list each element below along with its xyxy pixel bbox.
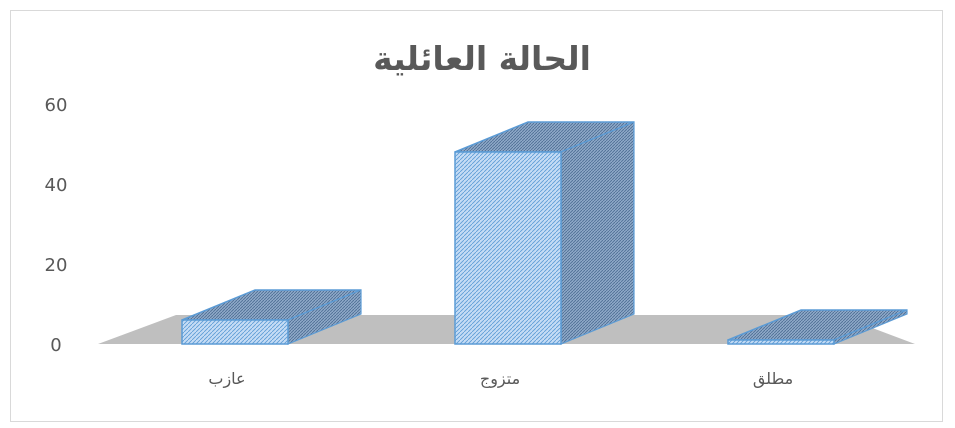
- y-tick-label: 20: [45, 255, 68, 276]
- bar: [181, 289, 362, 345]
- bar-front-face: [454, 151, 562, 345]
- y-tick-label: 40: [45, 175, 68, 196]
- y-tick-label: 0: [50, 335, 61, 356]
- bar: [454, 121, 635, 345]
- x-tick-label: متزوج: [480, 369, 520, 389]
- bar: [727, 309, 908, 345]
- bar-front-face: [181, 319, 289, 345]
- bar-front-face: [727, 339, 835, 345]
- chart-title: الحالة العائلية: [373, 39, 591, 78]
- y-tick-label: 60: [45, 95, 68, 116]
- x-tick-label: عازب: [208, 369, 245, 389]
- bar-side-face: [560, 121, 635, 345]
- x-tick-label: مطلق: [753, 369, 793, 389]
